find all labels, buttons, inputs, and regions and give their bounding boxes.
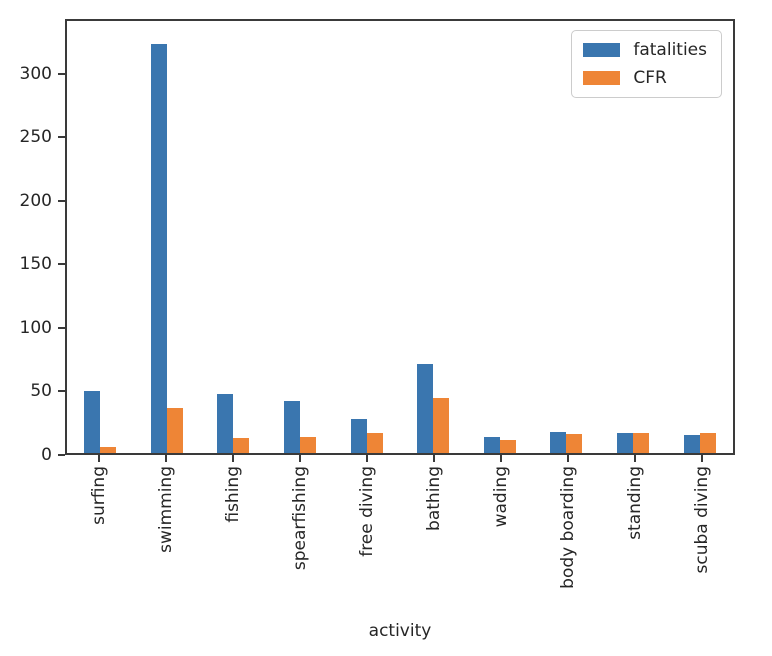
x-tick-mark-surfing	[97, 455, 100, 462]
bar-group-bathing	[400, 21, 467, 453]
legend: fatalities CFR	[571, 30, 722, 98]
bar-fatalities-scuba-diving	[683, 435, 700, 453]
x-category-label-free-diving: free diving	[356, 466, 377, 557]
x-tick-mark-scuba-diving	[700, 455, 703, 462]
x-tick-mark-wading	[499, 455, 502, 462]
x-category-label-scuba-diving: scuba diving	[691, 466, 712, 574]
bar-fatalities-spearfishing	[284, 401, 301, 453]
bar-fatalities-free-diving	[350, 419, 367, 453]
x-tick-mark-fishing	[231, 455, 234, 462]
bar-fatalities-bathing	[417, 363, 434, 453]
bar-fatalities-swimming	[150, 43, 167, 453]
bar-CFR-body-boarding	[566, 434, 583, 453]
bar-fatalities-standing	[617, 432, 634, 453]
bar-CFR-surfing	[100, 446, 117, 453]
bar-CFR-scuba-diving	[699, 432, 716, 453]
y-tick-label-250: 250	[19, 127, 52, 148]
x-axis-title: activity	[368, 621, 432, 641]
x-category-label-fishing: fishing	[222, 466, 243, 523]
x-category-label-box-body-boarding: body boarding	[556, 466, 580, 589]
x-category-label-wading: wading	[490, 466, 511, 528]
bar-CFR-bathing	[433, 397, 450, 453]
x-tick-mark-standing	[633, 455, 636, 462]
bar-group-standing	[600, 21, 667, 453]
x-category-label-swimming: swimming	[155, 466, 176, 553]
bar-fatalities-wading	[483, 436, 500, 453]
x-category-label-body-boarding: body boarding	[557, 466, 578, 589]
bar-CFR-fishing	[233, 437, 250, 453]
x-category-label-box-fishing: fishing	[221, 466, 245, 523]
x-category-label-spearfishing: spearfishing	[289, 466, 310, 571]
y-tick-mark-150	[58, 263, 65, 266]
bar-CFR-swimming	[166, 407, 183, 453]
bar-group-body-boarding	[533, 21, 600, 453]
y-tick-mark-200	[58, 199, 65, 202]
y-tick-label-200: 200	[19, 190, 52, 211]
legend-swatch-CFR	[583, 71, 621, 85]
bar-group-free-diving	[333, 21, 400, 453]
legend-item-CFR: CFR	[583, 68, 707, 88]
x-category-label-box-surfing: surfing	[87, 466, 111, 525]
legend-label-CFR: CFR	[633, 68, 667, 88]
bar-group-surfing	[67, 21, 134, 453]
bar-CFR-free-diving	[366, 432, 383, 453]
legend-swatch-fatalities	[583, 43, 621, 57]
bar-group-scuba-diving	[666, 21, 733, 453]
y-tick-label-300: 300	[19, 63, 52, 84]
x-tick-mark-swimming	[164, 455, 167, 462]
bar-group-fishing	[200, 21, 267, 453]
bar-group-swimming	[134, 21, 201, 453]
y-tick-mark-100	[58, 326, 65, 329]
bars-container	[67, 21, 733, 453]
y-tick-mark-0	[58, 454, 65, 456]
y-tick-mark-250	[58, 136, 65, 139]
x-tick-mark-spearfishing	[298, 455, 301, 462]
y-tick-label-100: 100	[19, 317, 52, 338]
x-category-label-box-scuba-diving: scuba diving	[690, 466, 714, 573]
y-tick-mark-50	[58, 390, 65, 393]
plot-area: fatalities CFR	[65, 19, 735, 455]
bar-fatalities-body-boarding	[550, 431, 567, 453]
legend-item-fatalities: fatalities	[583, 40, 707, 60]
x-tick-mark-free-diving	[365, 455, 368, 462]
x-category-label-box-standing: standing	[623, 466, 647, 540]
x-category-label-surfing: surfing	[88, 466, 109, 525]
x-category-label-box-bathing: bathing	[422, 466, 446, 531]
x-category-label-box-wading: wading	[489, 466, 513, 527]
bar-fatalities-surfing	[84, 391, 101, 453]
x-category-label-bathing: bathing	[423, 466, 444, 531]
bar-group-wading	[467, 21, 534, 453]
bar-CFR-standing	[633, 432, 650, 453]
x-category-label-box-spearfishing: spearfishing	[288, 466, 312, 570]
bar-CFR-wading	[499, 440, 516, 453]
y-tick-label-50: 50	[30, 381, 52, 402]
bar-CFR-spearfishing	[300, 436, 317, 453]
y-tick-label-0: 0	[41, 445, 52, 465]
x-tick-mark-body-boarding	[566, 455, 569, 462]
bar-group-spearfishing	[267, 21, 334, 453]
x-category-label-box-swimming: swimming	[154, 466, 178, 553]
y-tick-mark-300	[58, 72, 65, 75]
legend-label-fatalities: fatalities	[633, 40, 707, 60]
x-category-label-standing: standing	[624, 466, 645, 540]
x-category-label-box-free-diving: free diving	[355, 466, 379, 557]
x-tick-mark-bathing	[432, 455, 435, 462]
bar-fatalities-fishing	[217, 393, 234, 453]
y-tick-label-150: 150	[19, 254, 52, 275]
